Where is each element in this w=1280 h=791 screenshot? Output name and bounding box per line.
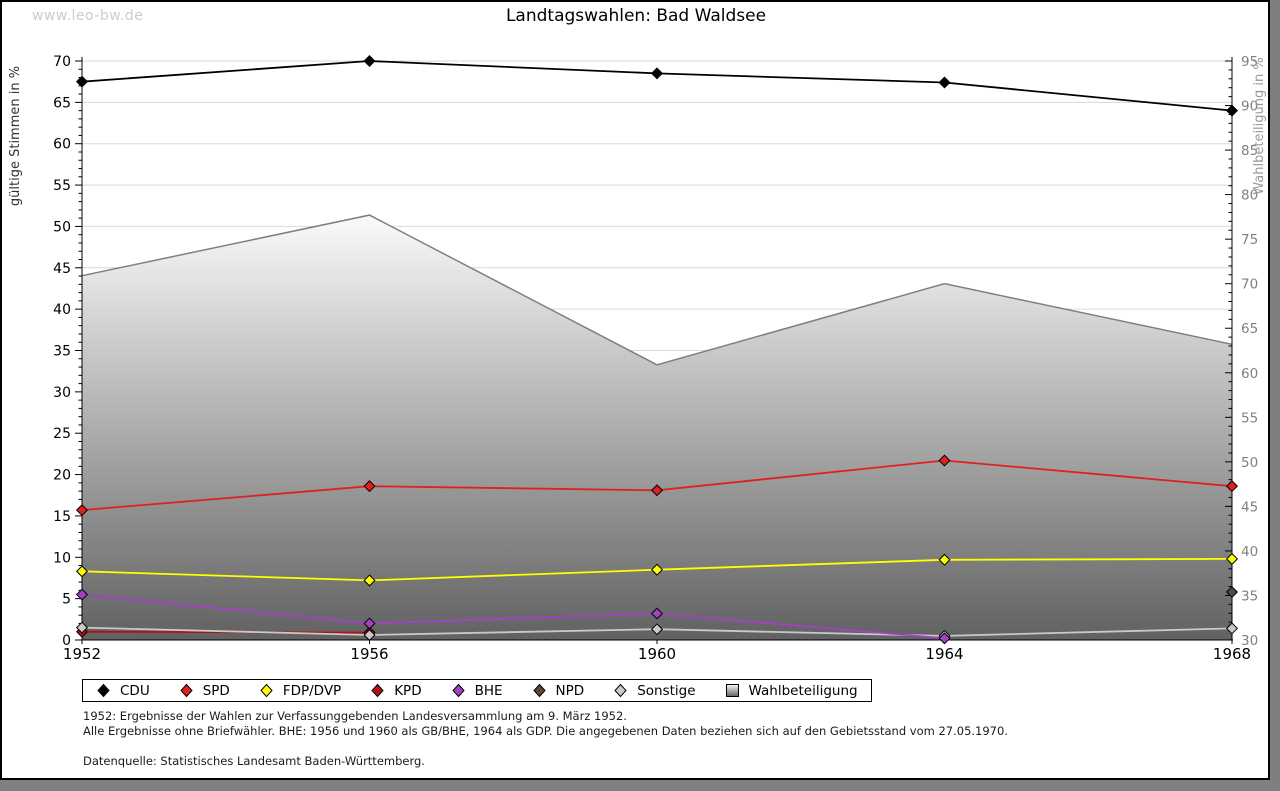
svg-text:40: 40 bbox=[1241, 544, 1258, 560]
legend-diamond-icon bbox=[180, 683, 193, 698]
svg-text:1964: 1964 bbox=[925, 645, 963, 663]
page-title: Landtagswahlen: Bad Waldsee bbox=[505, 6, 767, 26]
legend-item-npd: NPD bbox=[532, 682, 585, 699]
legend-item-wahlbeteiligung: Wahlbeteiligung bbox=[725, 683, 858, 699]
svg-text:90: 90 bbox=[1241, 99, 1258, 115]
svg-text:30: 30 bbox=[1241, 633, 1258, 649]
series-area-wahlbeteiligung-edge bbox=[81, 214, 1233, 366]
svg-text:45: 45 bbox=[1241, 499, 1258, 515]
svg-text:30: 30 bbox=[53, 385, 71, 401]
svg-text:25: 25 bbox=[53, 426, 71, 442]
footnote-line-1: 1952: Ergebnisse der Wahlen zur Verfassu… bbox=[83, 709, 627, 723]
svg-text:75: 75 bbox=[1241, 232, 1258, 248]
svg-text:1968: 1968 bbox=[1213, 645, 1251, 663]
series-line-bhe bbox=[81, 593, 945, 640]
legend-diamond-icon bbox=[371, 683, 384, 698]
legend-diamond-icon bbox=[532, 683, 546, 698]
legend-label-wahlbeteiligung: Wahlbeteiligung bbox=[748, 682, 858, 699]
legend-label-npd: NPD bbox=[555, 682, 585, 699]
legend-item-fdp-dvp: FDP/DVP bbox=[259, 683, 341, 699]
legend-item-cdu: CDU bbox=[96, 683, 150, 699]
left-axis: 0 5 10 15 20 25 30 35 40 45 50 55 60 65 70 bbox=[53, 54, 82, 649]
footnotes: 1952: Ergebnisse der Wahlen zur Verfassu… bbox=[83, 709, 1008, 769]
legend-diamond-icon bbox=[260, 683, 273, 698]
svg-text:1952: 1952 bbox=[63, 645, 101, 663]
watermark: www.leo-bw.de bbox=[32, 8, 144, 24]
legend-label-fdp-dvp: FDP/DVP bbox=[282, 682, 342, 699]
svg-text:35: 35 bbox=[1241, 588, 1258, 604]
legend-item-sonstige: Sonstige bbox=[613, 682, 696, 699]
series-area-wahlbeteiligung bbox=[82, 215, 1232, 640]
svg-text:60: 60 bbox=[53, 137, 71, 153]
series-markers-bhe bbox=[75, 588, 951, 645]
chart-plot-area: 0 5 10 15 20 25 30 35 40 45 50 55 60 65 70 30 35 40 45 50 55… bbox=[8, 54, 1267, 663]
legend-label-spd: SPD bbox=[202, 682, 230, 699]
series-markers-fdp-dvp bbox=[75, 552, 1239, 587]
svg-text:10: 10 bbox=[53, 550, 71, 566]
svg-text:70: 70 bbox=[1241, 277, 1258, 293]
chart-page: www.leo-bw.de Landtagswahlen: Bad Waldse… bbox=[0, 0, 1270, 780]
footnote-source: Datenquelle: Statistisches Landesamt Bad… bbox=[83, 754, 425, 768]
svg-text:1960: 1960 bbox=[638, 645, 676, 663]
svg-text:60: 60 bbox=[1241, 366, 1258, 382]
svg-text:50: 50 bbox=[53, 219, 71, 235]
legend: CDU SPD FDP/DVP KPD BHE NPD Sonstige Wahlbeteil… bbox=[82, 679, 872, 702]
legend-item-bhe: BHE bbox=[451, 683, 503, 699]
svg-text:40: 40 bbox=[53, 302, 71, 318]
footnote-line-2: Alle Ergebnisse ohne Briefwähler. BHE: 1… bbox=[83, 723, 1008, 738]
x-axis: 1952 1956 1960 1964 1968 bbox=[63, 640, 1251, 663]
svg-text:45: 45 bbox=[53, 261, 71, 277]
right-axis: 30 35 40 45 50 55 60 65 70 75 80 85 90 95 bbox=[1225, 54, 1258, 649]
svg-text:50: 50 bbox=[1241, 455, 1258, 471]
svg-text:80: 80 bbox=[1241, 188, 1258, 204]
series-markers-cdu bbox=[75, 54, 1239, 117]
series-markers-npd bbox=[1225, 586, 1239, 599]
svg-text:35: 35 bbox=[53, 344, 71, 360]
legend-label-kpd: KPD bbox=[394, 682, 422, 699]
svg-text:55: 55 bbox=[53, 178, 71, 194]
legend-diamond-icon bbox=[614, 683, 627, 698]
svg-text:15: 15 bbox=[53, 509, 71, 525]
svg-text:85: 85 bbox=[1241, 143, 1258, 159]
legend-label-bhe: BHE bbox=[474, 682, 503, 699]
legend-diamond-icon bbox=[97, 683, 110, 698]
legend-square-icon bbox=[725, 684, 739, 697]
right-axis-title: Wahlbeteiligung in % bbox=[1252, 57, 1267, 194]
svg-text:55: 55 bbox=[1241, 410, 1258, 426]
left-axis-title: gültige Stimmen in % bbox=[8, 66, 23, 206]
legend-item-spd: SPD bbox=[179, 683, 230, 699]
svg-text:20: 20 bbox=[53, 468, 71, 484]
svg-text:0: 0 bbox=[62, 633, 71, 649]
legend-diamond-icon bbox=[451, 683, 465, 698]
svg-text:1956: 1956 bbox=[350, 645, 388, 663]
svg-text:70: 70 bbox=[53, 54, 71, 70]
svg-text:5: 5 bbox=[62, 592, 71, 608]
series-markers-spd bbox=[75, 454, 1239, 517]
legend-label-cdu: CDU bbox=[120, 682, 150, 699]
svg-text:95: 95 bbox=[1241, 54, 1258, 70]
legend-item-kpd: KPD bbox=[370, 682, 422, 699]
svg-text:65: 65 bbox=[53, 95, 71, 111]
svg-text:65: 65 bbox=[1241, 321, 1258, 337]
legend-label-sonstige: Sonstige bbox=[637, 682, 696, 699]
